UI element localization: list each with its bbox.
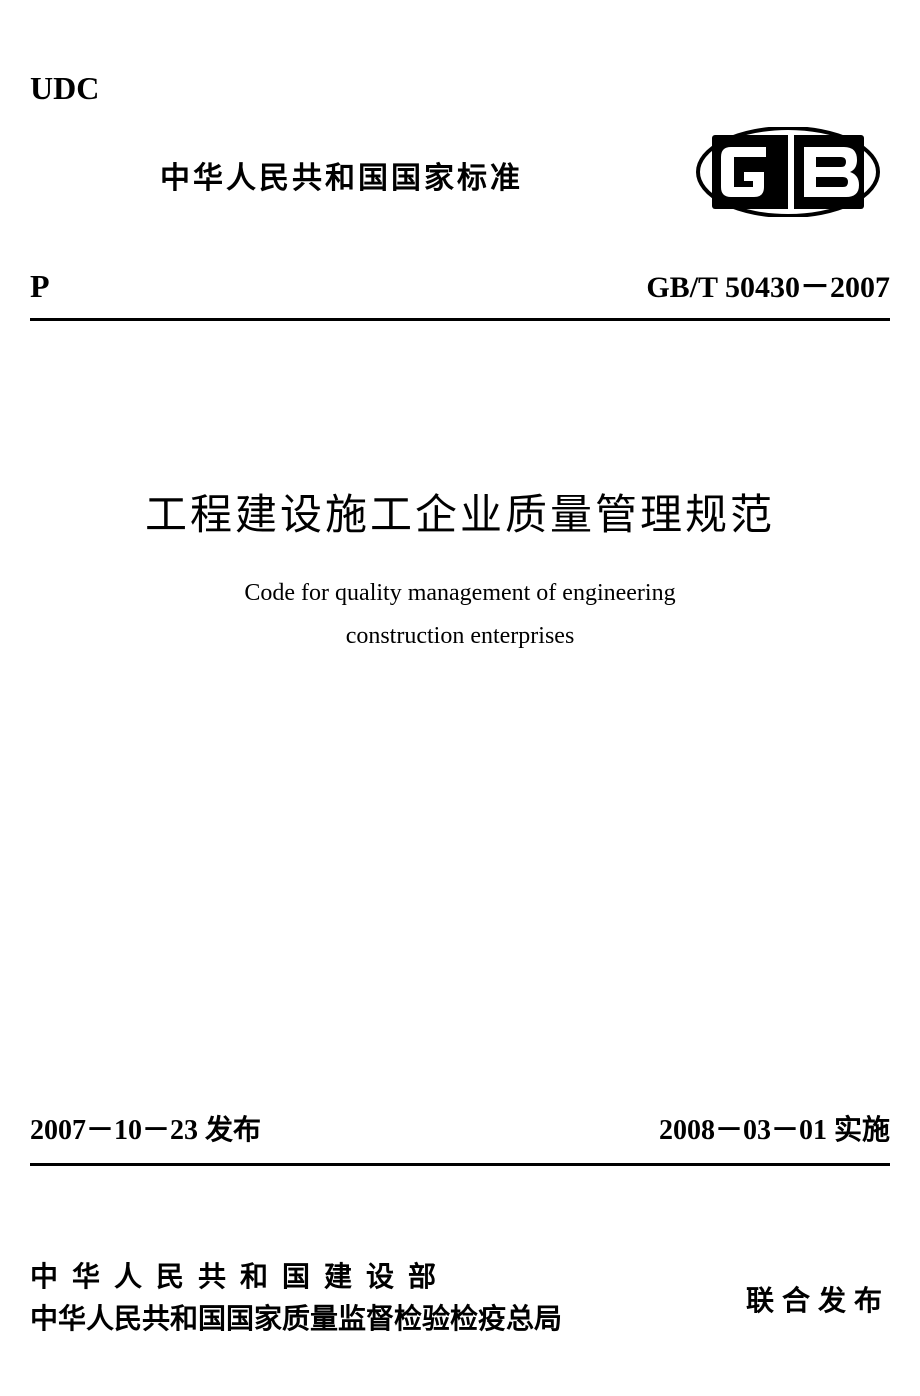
standard-code-number: GB/T 50430－2007 <box>646 262 890 306</box>
gb-logo-icon <box>696 127 880 222</box>
publisher-org1: 中华人民共和国建设部 <box>30 1257 562 1299</box>
code-divider-row: P GB/T 50430－2007 <box>30 262 890 321</box>
effective-date-block: 2008－03－01 实施 <box>659 1108 890 1148</box>
issue-label: 发布 <box>205 1115 261 1146</box>
issue-date: 2007－10－23 <box>30 1115 198 1146</box>
effective-label: 实施 <box>834 1115 890 1146</box>
effective-date: 2008－03－01 <box>659 1115 827 1146</box>
dates-divider-row: 2007－10－23 发布 2008－03－01 实施 <box>30 1108 890 1166</box>
publisher-section: 中华人民共和国建设部 中华人民共和国国家质量监督检验检疫总局 联合发布 <box>30 1257 890 1341</box>
document-title-chinese: 工程建设施工企业质量管理规范 <box>30 481 890 542</box>
udc-label: UDC <box>30 70 99 107</box>
issue-date-block: 2007－10－23 发布 <box>30 1108 261 1148</box>
joint-publish-label: 联合发布 <box>746 1279 890 1319</box>
publisher-organizations: 中华人民共和国建设部 中华人民共和国国家质量监督检验检疫总局 <box>30 1257 562 1341</box>
publisher-org2: 中华人民共和国国家质量监督检验检疫总局 <box>30 1299 562 1341</box>
document-title-english-line2: construction enterprises <box>30 615 890 658</box>
document-title-english-line1: Code for quality management of engineeri… <box>30 572 890 615</box>
classification-letter: P <box>30 268 50 305</box>
national-standard-label: 中华人民共和国国家标准 <box>160 153 523 197</box>
